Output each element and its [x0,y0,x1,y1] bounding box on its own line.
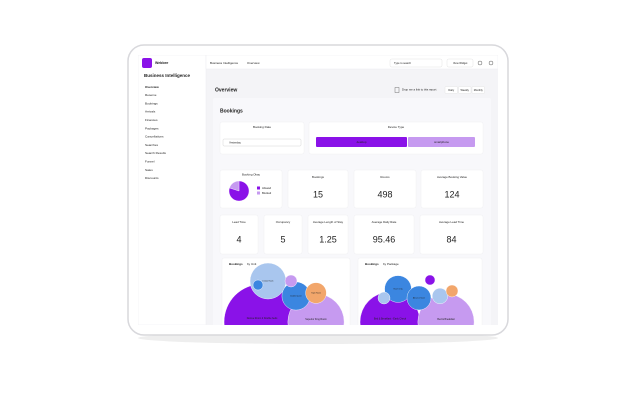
bubble [445,284,459,298]
kpi-card [353,169,417,209]
bubble-label: Bed & Breakfast - Early Check [374,318,407,321]
kpi-label: Average Booking Value [437,175,467,179]
legend-swatch [257,186,260,190]
dropdown[interactable] [222,138,302,147]
kpi-label: Rooms [380,175,390,179]
breadcrumb-current: Overview [247,61,260,65]
bubble [305,282,327,304]
sidebar-title: Business Intelligence [144,73,191,78]
breadcrumb: Business Intelligence [210,61,239,65]
pie-slice [229,180,240,192]
brand: Webbee [155,61,168,65]
sidebar [138,55,207,325]
nav-item: Overview [145,85,159,89]
filter-label: Device Type [388,125,405,129]
kpi-card [219,214,259,255]
nav-item: Funnel [145,160,155,164]
bubble [284,274,298,288]
period-button[interactable] [458,86,472,94]
icon [477,60,483,66]
kpi-label: Lead Time [232,220,246,224]
device-button[interactable] [316,137,407,147]
kpi-label: Bookings [312,175,324,179]
page-title: Overview [215,87,237,93]
legend-swatch [257,191,260,195]
kpi-card [263,214,303,255]
view-button-label: View Widget [453,61,468,65]
nav-item: Search Results [145,151,166,155]
share-link: Drop me a link to this report [402,88,437,92]
kpi-value: 1.25 [319,234,337,244]
bubble-label: Deluxe Room 2 Double beds [247,317,278,320]
kpi-card [419,214,484,255]
bubble-label: Advance Saver [413,296,426,299]
period-label: Monthly [474,88,484,92]
device-label: smartphone [434,140,449,144]
filter-label: Booking Date [253,125,271,129]
section-title: Bookings [220,108,243,114]
kpi-value: 124 [444,189,459,199]
period-button[interactable] [471,86,485,94]
bubble [252,279,264,291]
nav-item: Packages [145,126,159,130]
bubble [377,291,391,305]
kpi-value: 5 [280,234,285,244]
bubble [431,287,449,305]
bubble-subtitle: by Package [383,262,399,266]
kpi-card [420,169,484,209]
kpi-card [287,169,349,209]
screen: Webbee Business Intelligence Overview Reser… [138,55,498,325]
icon [488,60,494,66]
kpi-value: 15 [313,189,323,199]
nav-item: Reserve [145,93,157,97]
nav-item: Bookings [145,101,158,105]
kpi-label: Average Length of Stay [313,220,344,224]
kpi-value: 4 [236,234,241,244]
period-label: Weekly [461,88,470,92]
kpi-card [353,214,415,255]
pie-title: Booking Okay [242,172,261,176]
kpi-value: 95.46 [373,234,396,244]
nav-item: Sales [145,168,153,172]
share-icon [394,87,400,93]
bubble-label: Superior King Room [305,318,327,321]
kpi-label: Average Daily Rate [372,220,397,224]
bubble-label: Room Only [394,288,403,290]
bubble-title: Bookings [229,262,243,266]
period-label: Daily [448,88,454,92]
bubble-label: Double Queen [290,295,302,297]
bubble-label: Deluxe Room [263,280,274,282]
search-box[interactable] [389,58,443,68]
nav-item: Finances [145,118,158,122]
view-button[interactable] [446,58,474,68]
bubble-subtitle: by Unit [247,262,257,266]
kpi-value: 84 [446,234,456,244]
kpi-card [307,214,349,255]
logo [142,58,152,68]
dropdown-value: Yesterday [229,140,242,144]
device-button[interactable] [408,137,475,147]
bubble [406,285,432,311]
nav-item: Searches [145,143,159,147]
bubble-label: Triple Room [311,292,321,294]
legend-label: Allowed [262,186,272,190]
bubble-label: Bed & Breakfast [437,318,455,321]
pie-slice [228,180,250,202]
nav-item: Cancellations [145,135,164,139]
kpi-value: 498 [377,189,392,199]
kpi-label: Occupancy [276,220,291,224]
nav-item: Discounts [145,176,159,180]
legend-label: Blocked [262,191,272,195]
nav-item: Arrivals [145,110,156,114]
device-label: desktop [357,140,367,144]
bubble [424,274,436,286]
bubble-title: Bookings [365,262,379,266]
period-button[interactable] [444,86,458,94]
search-placeholder: Type to search [394,61,412,65]
kpi-label: Average Lead Time [439,220,464,224]
